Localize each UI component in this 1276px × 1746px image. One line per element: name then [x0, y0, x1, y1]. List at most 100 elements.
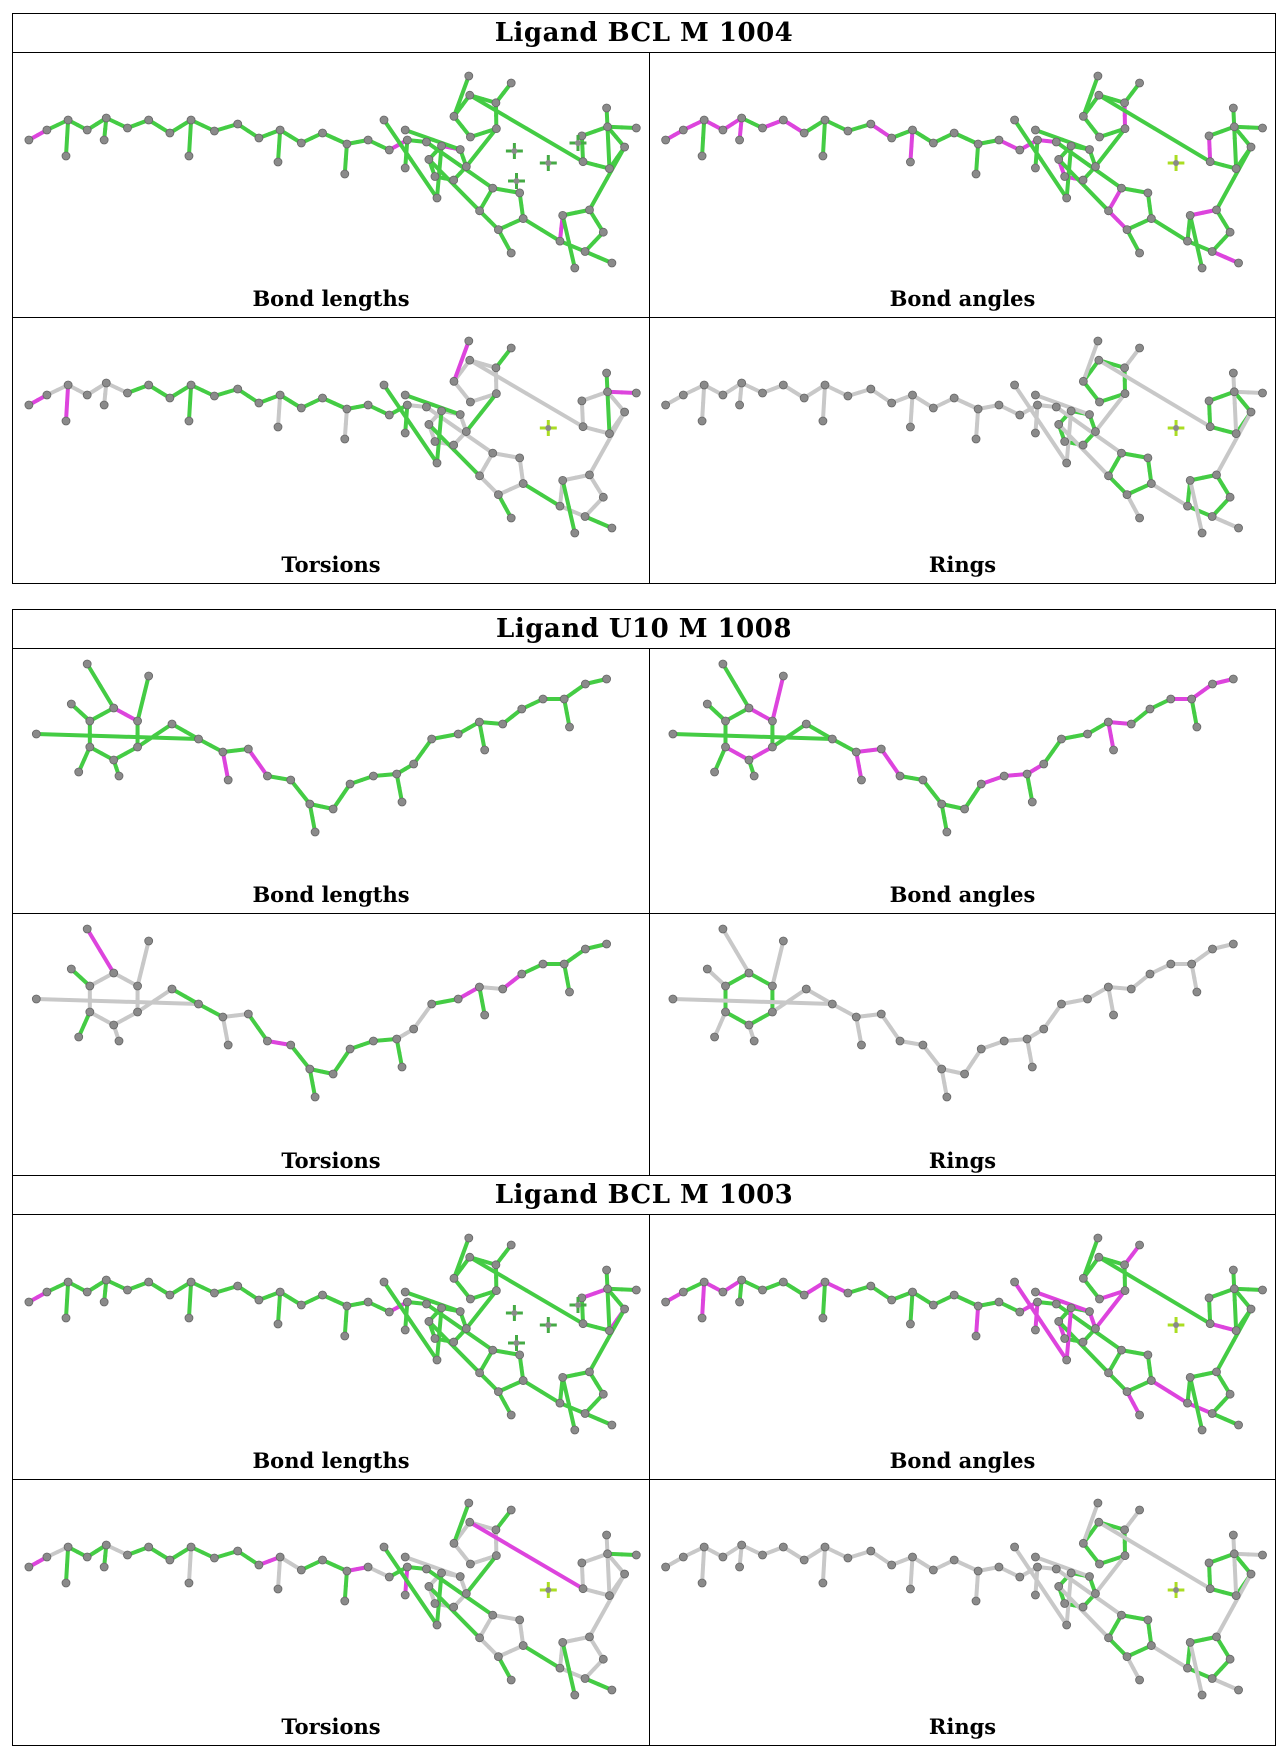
atom — [866, 119, 876, 129]
atom — [1143, 453, 1153, 463]
atom — [778, 1542, 788, 1552]
atom — [851, 747, 861, 757]
ligand-block-bcl-1003: Ligand BCL M 1003 Bond lengths Bond angl… — [12, 1175, 1276, 1746]
bond — [1060, 1299, 1092, 1314]
atom — [114, 771, 124, 781]
atom — [1183, 236, 1192, 246]
atom — [758, 388, 767, 398]
atom — [585, 1367, 594, 1377]
atom — [585, 1632, 594, 1642]
bond — [1194, 1401, 1205, 1432]
atom — [506, 1240, 516, 1250]
atom — [31, 729, 41, 739]
bond — [566, 1401, 577, 1432]
atom — [465, 1517, 475, 1527]
ligand-title: Ligand U10 M 1008 — [13, 610, 1275, 649]
atom — [906, 422, 915, 432]
atom — [109, 703, 119, 713]
atom — [465, 1252, 475, 1262]
atom — [379, 115, 389, 125]
atom — [1015, 1307, 1025, 1317]
atom — [184, 1578, 194, 1588]
atom — [1066, 1303, 1076, 1313]
atom — [1027, 1062, 1037, 1072]
atom — [1204, 1558, 1214, 1568]
panel-torsions: Torsions — [13, 318, 650, 583]
atom — [1231, 1591, 1241, 1601]
atom — [1197, 263, 1207, 273]
atom — [1207, 247, 1217, 256]
atom — [63, 1542, 73, 1552]
molecule-diagram — [661, 336, 1267, 538]
atom — [144, 380, 154, 390]
atom — [85, 1007, 95, 1017]
atom — [1185, 1372, 1195, 1382]
panel-label: Torsions — [281, 1714, 381, 1739]
bond — [1012, 118, 1043, 161]
atom — [432, 193, 442, 203]
atom — [620, 1304, 629, 1314]
atom — [1054, 1317, 1064, 1326]
atom — [449, 1538, 459, 1548]
atom — [379, 1542, 389, 1552]
atom — [1135, 1675, 1144, 1685]
atom — [518, 1641, 528, 1650]
atom — [906, 157, 915, 167]
atom — [1185, 475, 1195, 485]
atom — [427, 734, 437, 744]
atom — [66, 699, 76, 709]
atom — [1091, 1589, 1100, 1598]
bond — [424, 1302, 462, 1330]
bond — [1096, 1520, 1157, 1558]
atom — [430, 1334, 440, 1343]
atom — [758, 123, 767, 133]
atom — [744, 968, 754, 978]
atom — [243, 1009, 253, 1019]
atom — [1146, 479, 1156, 488]
bond — [115, 999, 201, 1006]
atom — [843, 391, 853, 401]
atom — [218, 1012, 228, 1022]
panel-bond-lengths: Bond lengths — [13, 1215, 650, 1480]
atom — [340, 1596, 350, 1606]
bond — [1152, 1553, 1213, 1591]
atom — [1246, 142, 1256, 152]
atom — [453, 729, 463, 739]
atom — [99, 400, 109, 410]
bond — [1214, 1603, 1236, 1639]
atom — [427, 999, 437, 1009]
molecule-diagram — [24, 1233, 641, 1435]
atom — [1078, 175, 1088, 185]
atom — [99, 1297, 109, 1307]
atom — [218, 747, 228, 757]
atom — [31, 994, 41, 1004]
atom — [973, 139, 983, 149]
atom — [424, 155, 434, 164]
atom — [1093, 1233, 1103, 1243]
atom — [1187, 694, 1197, 704]
bond — [424, 140, 462, 168]
atom — [605, 164, 614, 174]
atom — [801, 984, 811, 994]
atom — [887, 1295, 897, 1305]
atom — [699, 1277, 709, 1287]
atom — [1234, 1420, 1243, 1430]
atom — [165, 1555, 175, 1565]
atom — [598, 1389, 608, 1399]
atom — [400, 1325, 410, 1335]
atom — [1078, 440, 1088, 450]
bond — [382, 1280, 413, 1323]
bond — [1054, 1567, 1091, 1595]
panel-label: Torsions — [281, 552, 381, 577]
panel-bond-lengths: Bond lengths — [13, 53, 650, 318]
atom — [61, 1313, 71, 1323]
atom — [866, 384, 876, 394]
atom — [1187, 959, 1197, 969]
atom — [421, 137, 431, 147]
atom — [1146, 1641, 1156, 1650]
molecule-diagram — [24, 1498, 641, 1700]
atom — [581, 944, 590, 954]
molecule-diagram — [668, 924, 1238, 1102]
atom — [768, 981, 777, 991]
atom — [491, 1525, 501, 1535]
